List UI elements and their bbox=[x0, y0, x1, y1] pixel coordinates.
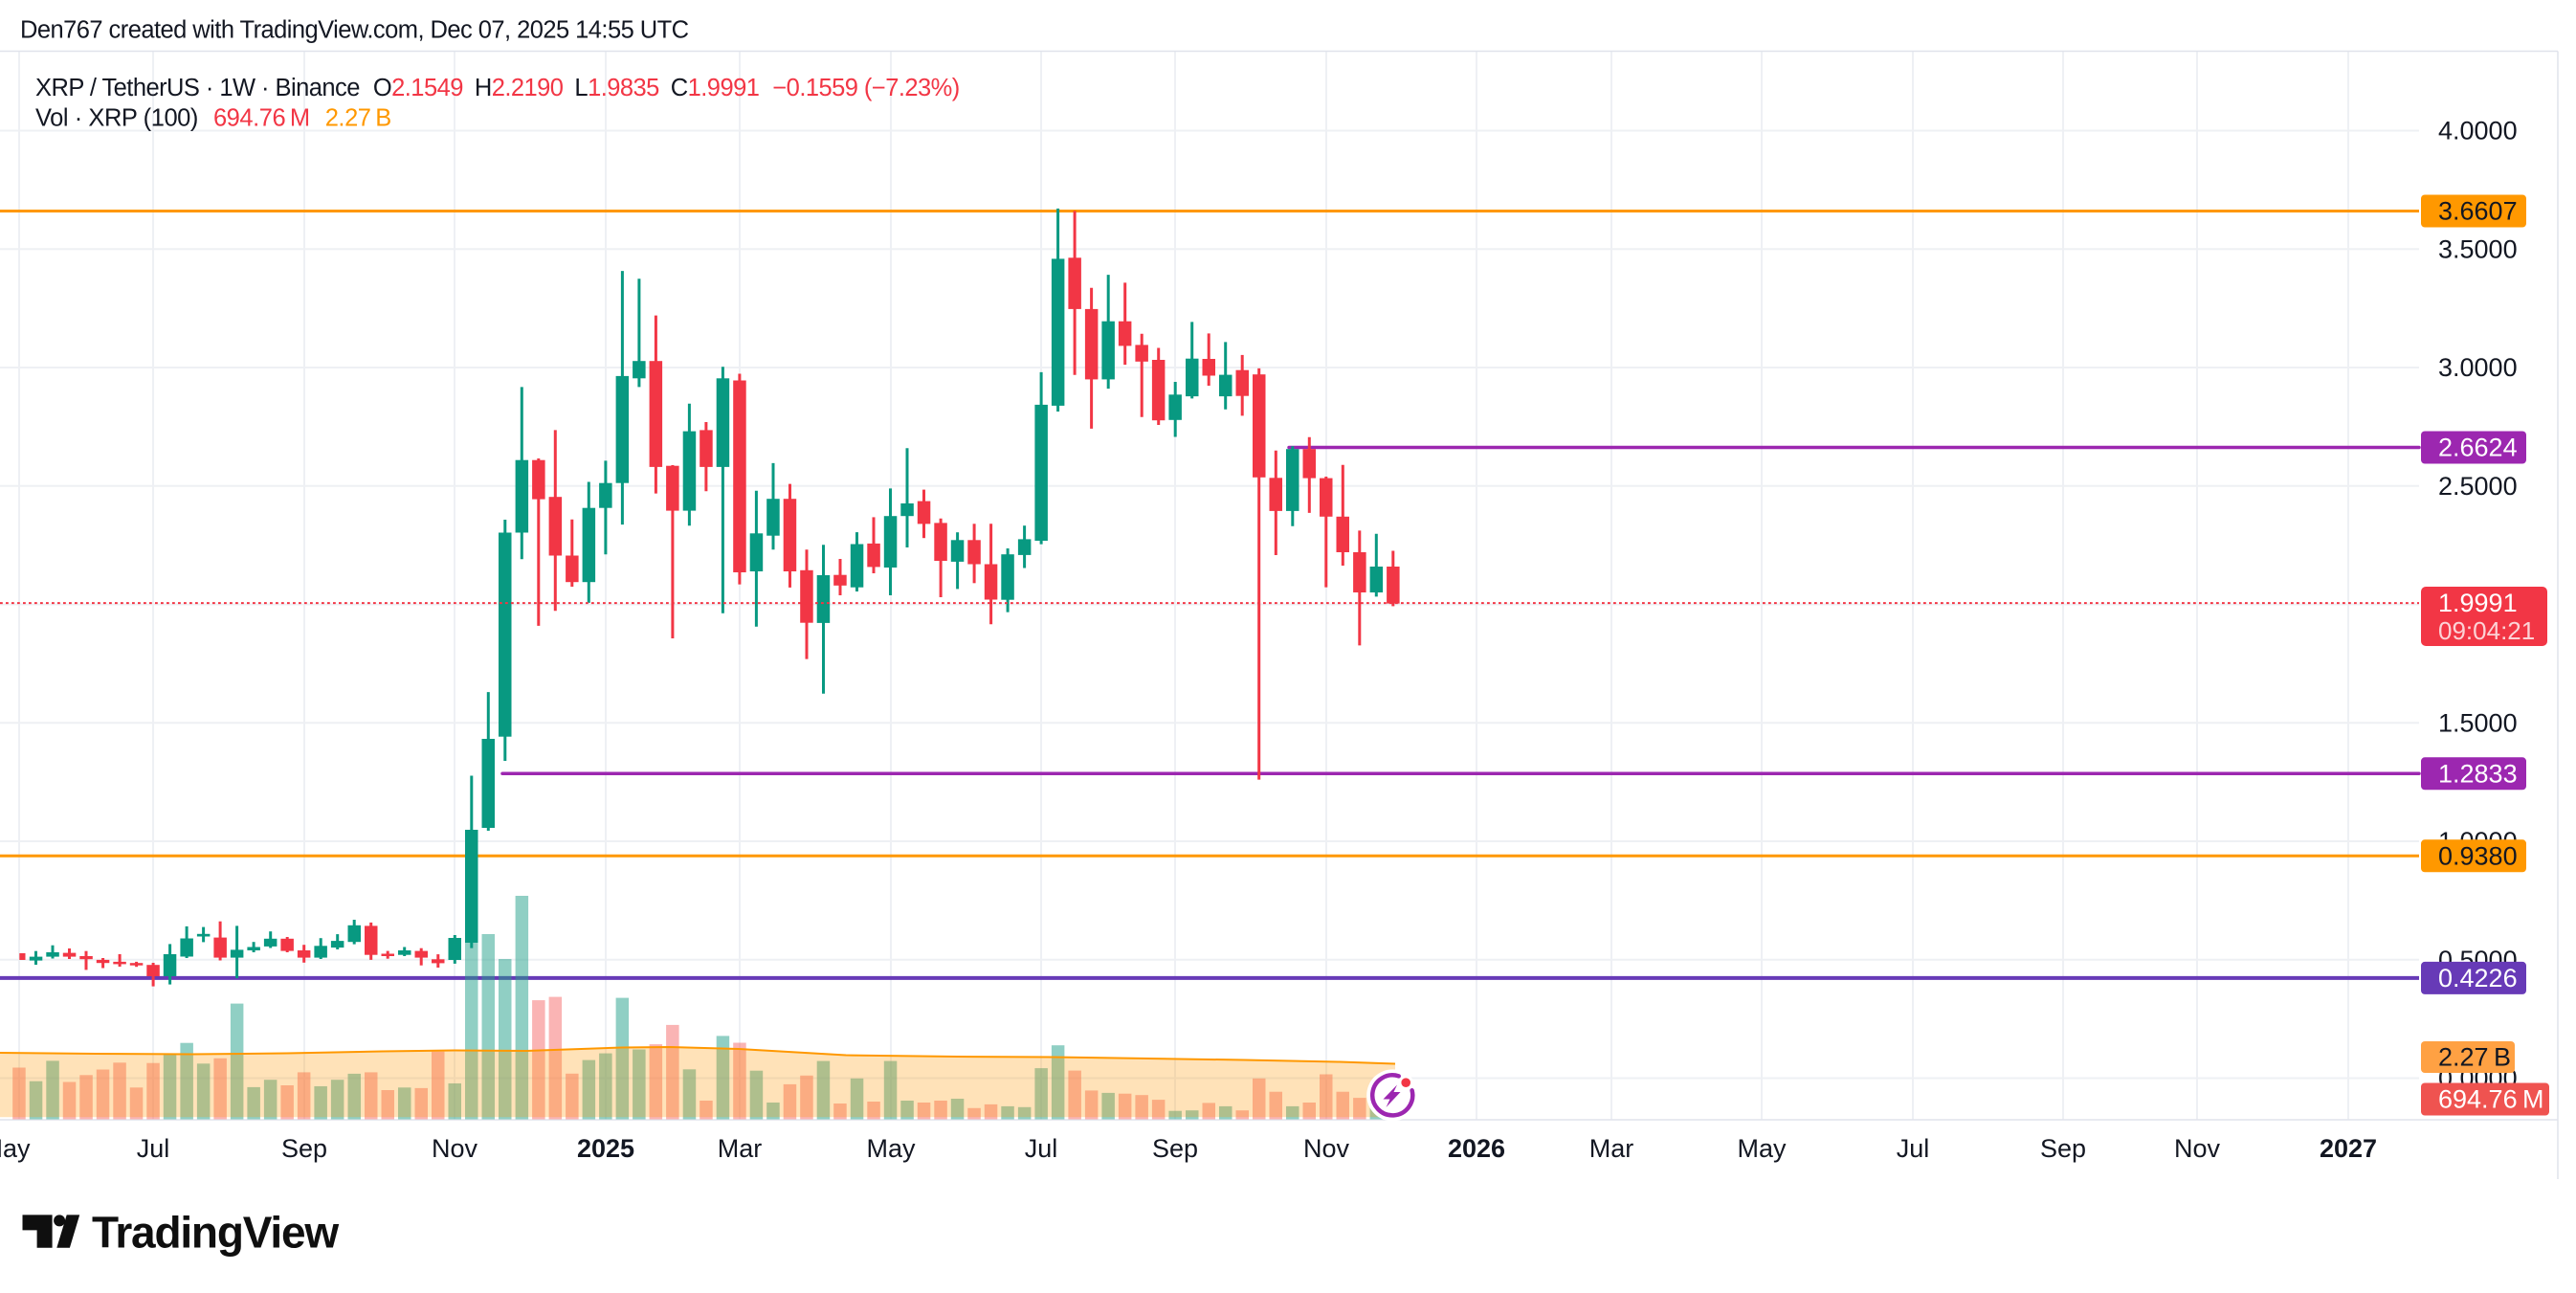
svg-text:2027: 2027 bbox=[2320, 1134, 2377, 1163]
svg-text:09:04:21: 09:04:21 bbox=[2438, 616, 2535, 645]
svg-text:May: May bbox=[866, 1134, 916, 1163]
svg-text:3.5000: 3.5000 bbox=[2438, 234, 2518, 263]
svg-text:May: May bbox=[1737, 1134, 1787, 1163]
svg-text:2025: 2025 bbox=[577, 1134, 634, 1163]
svg-text:Sep: Sep bbox=[281, 1134, 327, 1163]
svg-text:0.4226: 0.4226 bbox=[2438, 964, 2518, 992]
svg-text:3.0000: 3.0000 bbox=[2438, 353, 2518, 382]
svg-text:May: May bbox=[0, 1134, 31, 1163]
svg-text:1.5000: 1.5000 bbox=[2438, 708, 2518, 737]
svg-text:2.27 B: 2.27 B bbox=[2438, 1043, 2511, 1072]
svg-text:Sep: Sep bbox=[1152, 1134, 1198, 1163]
svg-text:Nov: Nov bbox=[2174, 1134, 2221, 1163]
svg-text:Mar: Mar bbox=[718, 1134, 763, 1163]
svg-text:3.6607: 3.6607 bbox=[2438, 197, 2518, 226]
svg-text:Jul: Jul bbox=[1025, 1134, 1058, 1163]
svg-text:2.5000: 2.5000 bbox=[2438, 472, 2518, 501]
svg-text:694.76 M: 694.76 M bbox=[2438, 1085, 2543, 1114]
svg-text:2026: 2026 bbox=[1448, 1134, 1505, 1163]
svg-text:Mar: Mar bbox=[1589, 1134, 1634, 1163]
svg-text:Sep: Sep bbox=[2040, 1134, 2086, 1163]
svg-text:Nov: Nov bbox=[1303, 1134, 1350, 1163]
svg-text:1.2833: 1.2833 bbox=[2438, 759, 2518, 788]
svg-text:TradingView: TradingView bbox=[92, 1208, 339, 1258]
svg-text:Nov: Nov bbox=[432, 1134, 478, 1163]
svg-text:Jul: Jul bbox=[137, 1134, 170, 1163]
svg-text:0.9380: 0.9380 bbox=[2438, 841, 2518, 870]
svg-text:Jul: Jul bbox=[1897, 1134, 1930, 1163]
svg-text:Den767 created with TradingVie: Den767 created with TradingView.com, Dec… bbox=[20, 17, 689, 44]
svg-text:4.0000: 4.0000 bbox=[2438, 117, 2518, 145]
svg-text:Vol · XRP (100)694.76 M2.27 B: Vol · XRP (100) 694.76 M 2.27 B bbox=[35, 105, 391, 132]
svg-text:2.6624: 2.6624 bbox=[2438, 434, 2518, 462]
svg-text:1.9991: 1.9991 bbox=[2438, 589, 2518, 617]
